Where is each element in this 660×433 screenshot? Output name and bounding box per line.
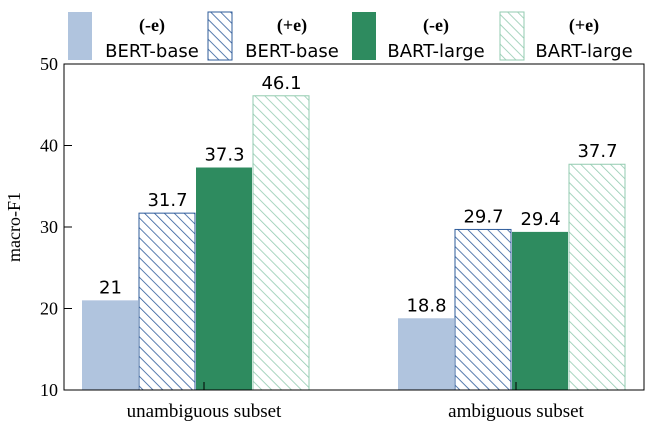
bars-group xyxy=(82,95,626,391)
legend-tag: (+e) xyxy=(569,15,599,36)
legend-label: BERT-base xyxy=(105,41,199,62)
x-ticks-group: unambiguous subset ambiguous subset xyxy=(127,382,585,422)
legend-label: BERT-base xyxy=(245,41,339,62)
value-label: 18.8 xyxy=(406,295,446,316)
value-label: 46.1 xyxy=(261,73,301,94)
y-tick-label: 30 xyxy=(40,217,58,237)
value-label: 29.4 xyxy=(520,209,560,230)
legend-swatch xyxy=(207,11,233,61)
x-tick-label: unambiguous subset xyxy=(127,401,282,422)
legend-label: BART-large xyxy=(387,41,484,62)
bar-2-1 xyxy=(138,212,196,391)
legend: (-e) BERT-base (+e) BERT-base (-e) BART-large… xyxy=(68,11,633,62)
y-tick-label: 40 xyxy=(40,136,58,156)
legend-swatch xyxy=(352,12,376,60)
value-label: 37.7 xyxy=(577,141,617,162)
bar-2-2 xyxy=(454,228,512,391)
y-axis-label: macro-F1 xyxy=(4,192,24,262)
bar-3-2 xyxy=(512,231,568,390)
y-tick-label: 20 xyxy=(40,299,58,319)
bar-4-1 xyxy=(252,95,310,391)
bar-4-2 xyxy=(568,163,626,391)
legend-tag: (-e) xyxy=(423,15,449,36)
legend-swatch xyxy=(499,11,525,61)
value-label: 31.7 xyxy=(147,190,187,211)
value-label: 21 xyxy=(99,277,122,298)
y-ticks-group: 10 20 30 40 50 xyxy=(40,54,72,400)
legend-tag: (+e) xyxy=(277,15,307,36)
value-label: 37.3 xyxy=(204,145,244,166)
y-tick-label: 50 xyxy=(40,54,58,74)
legend-tag: (-e) xyxy=(139,15,165,36)
bar-1-2 xyxy=(398,318,454,390)
bar-1-1 xyxy=(82,300,138,390)
x-tick-label: ambiguous subset xyxy=(448,401,584,422)
bar-3-1 xyxy=(196,167,252,390)
y-tick-label: 10 xyxy=(40,380,58,400)
value-labels-group: 21 18.8 31.7 29.7 37.3 29.4 46.1 37.7 xyxy=(99,73,617,316)
value-label: 29.7 xyxy=(463,206,503,227)
legend-label: BART-large xyxy=(535,41,632,62)
legend-swatch xyxy=(68,12,92,60)
